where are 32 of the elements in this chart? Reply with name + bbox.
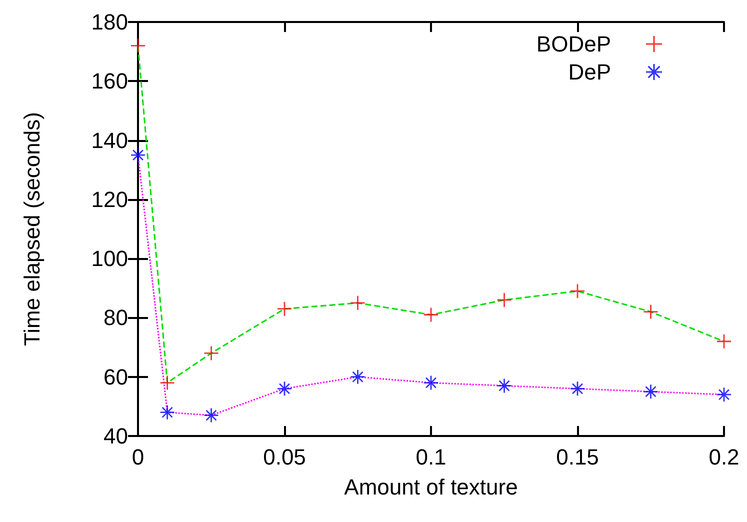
legend-label: DeP xyxy=(568,60,611,84)
point xyxy=(204,346,218,360)
point xyxy=(131,38,145,53)
point xyxy=(644,304,658,319)
point xyxy=(497,292,512,307)
y-axis-title: Time elapsed (seconds) xyxy=(20,112,44,346)
x-tick-label: 0.2 xyxy=(708,444,740,470)
y-tick-label: 40 xyxy=(104,424,128,448)
point xyxy=(278,302,292,316)
x-tick-label: 0 xyxy=(132,444,144,470)
y-tick-label: 120 xyxy=(91,186,128,212)
point xyxy=(717,334,731,348)
legend-label: BODeP xyxy=(536,32,611,56)
point xyxy=(350,296,365,310)
x-tick-label: 0.1 xyxy=(416,444,446,470)
y-tick-label: 180 xyxy=(91,10,128,34)
y-tick-label: 60 xyxy=(104,364,128,390)
point xyxy=(644,384,658,399)
point xyxy=(350,370,365,384)
x-tick-label: 0.15 xyxy=(556,444,599,470)
y-tick-label: 160 xyxy=(91,68,128,94)
point xyxy=(204,408,218,422)
point xyxy=(160,405,174,420)
y-tick-label: 80 xyxy=(104,305,128,330)
x-tick-label: 0.05 xyxy=(263,444,306,470)
point xyxy=(424,308,438,322)
y-tick-label: 140 xyxy=(91,128,128,153)
point xyxy=(160,376,174,390)
point xyxy=(570,284,584,298)
y-tick-label: 100 xyxy=(91,246,128,272)
x-axis-title: Amount of texture xyxy=(344,474,518,500)
point xyxy=(497,378,512,393)
